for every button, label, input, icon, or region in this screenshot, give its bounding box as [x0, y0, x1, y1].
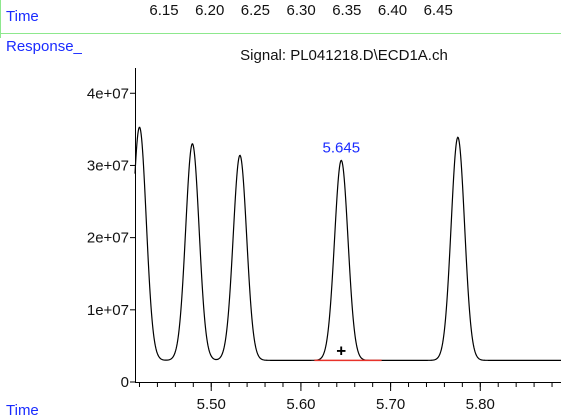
y-tick-label: 2e+07: [87, 230, 129, 247]
x-axis: 5.50 5.60 5.70 5.80: [135, 382, 561, 413]
peak-retention-label: 5.645: [323, 139, 361, 156]
y-tick-label: 4e+07: [87, 85, 129, 102]
header-tick-label: 6.40: [378, 2, 407, 19]
header-tick-label: 6.45: [424, 2, 453, 19]
header-tick-label: 6.15: [149, 2, 178, 19]
signal-trace-line: [134, 126, 561, 361]
header-time-strip: Time 6.15 6.20 6.25 6.30 6.35 6.40 6.45: [0, 0, 561, 38]
header-time-label: Time: [6, 8, 39, 25]
peak-apex-marker: +: [336, 341, 346, 360]
signal-traces: [134, 126, 561, 361]
x-tick-label: 5.50: [197, 396, 226, 413]
x-tick-label: 5.80: [466, 396, 495, 413]
y-tick-label: 1e+07: [87, 302, 129, 319]
chart-title: Signal: PL041218.D\ECD1A.ch: [240, 47, 448, 64]
y-tick-label: 0: [121, 374, 129, 391]
header-tick-label: 6.30: [286, 2, 315, 19]
header-time-ticks: 6.15 6.20 6.25 6.30 6.35 6.40 6.45: [149, 2, 452, 19]
x-tick-label: 5.60: [286, 396, 315, 413]
annotations: 5.645 +: [314, 139, 382, 362]
y-tick-label: 3e+07: [87, 157, 129, 174]
x-tick-label: 5.70: [376, 396, 405, 413]
header-tick-label: 6.20: [195, 2, 224, 19]
y-axis-label: Response_: [6, 38, 83, 55]
plot-area: 0 1e+07 2e+07 3e+07 4e+07 5.50 5.60 5.70 5.80 5…: [87, 68, 561, 413]
y-axis: 0 1e+07 2e+07 3e+07 4e+07: [87, 68, 136, 391]
x-axis-label: Time: [6, 402, 39, 419]
header-tick-label: 6.35: [332, 2, 361, 19]
header-tick-label: 6.25: [241, 2, 270, 19]
